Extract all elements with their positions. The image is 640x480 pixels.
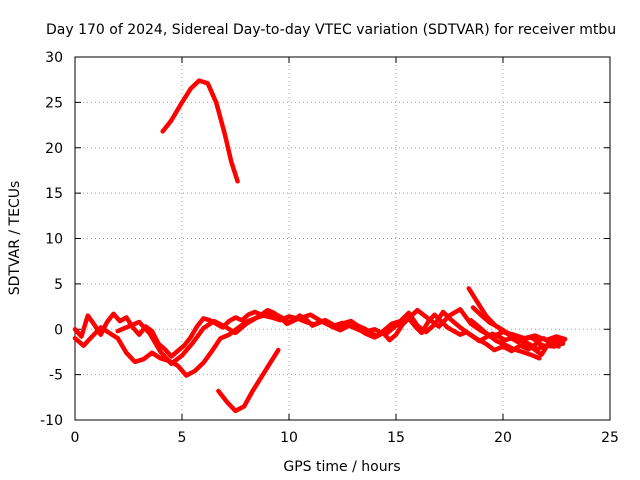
- x-tick-label: 5: [178, 430, 187, 446]
- series-layer: [72, 78, 568, 414]
- series-line-arc-b: [72, 309, 566, 378]
- x-tick-label: 15: [387, 430, 405, 446]
- x-tick-label: 20: [494, 430, 512, 446]
- y-axis-label: SDTVAR / TECUs: [7, 181, 23, 296]
- x-tick-label: 0: [71, 430, 80, 446]
- y-tick-label: 15: [45, 186, 63, 202]
- y-tick-label: 25: [45, 95, 63, 111]
- grid: [75, 57, 610, 420]
- series-line-arc-c: [115, 307, 568, 366]
- x-tick-label: 10: [280, 430, 298, 446]
- y-tick-label: -10: [40, 413, 63, 429]
- y-tick-label: 5: [54, 277, 63, 293]
- x-axis-label: GPS time / hours: [283, 459, 400, 475]
- y-tick-label: 0: [54, 322, 63, 338]
- series-line-arc-e: [470, 305, 561, 357]
- chart-title: Day 170 of 2024, Sidereal Day-to-day VTE…: [46, 22, 616, 38]
- x-tick-label: 25: [601, 430, 619, 446]
- series-line-arc-low: [216, 347, 281, 414]
- series-line-arc-f: [468, 317, 542, 361]
- axis-ticks: 0 5 10 15 20 25 -10 -5 0 5 10 15 20 25 30: [40, 50, 619, 446]
- y-tick-label: 30: [45, 50, 63, 66]
- y-tick-label: -5: [49, 368, 63, 384]
- series-line-arc-high: [160, 78, 240, 184]
- y-tick-label: 10: [45, 232, 63, 248]
- y-tick-label: 20: [45, 141, 63, 157]
